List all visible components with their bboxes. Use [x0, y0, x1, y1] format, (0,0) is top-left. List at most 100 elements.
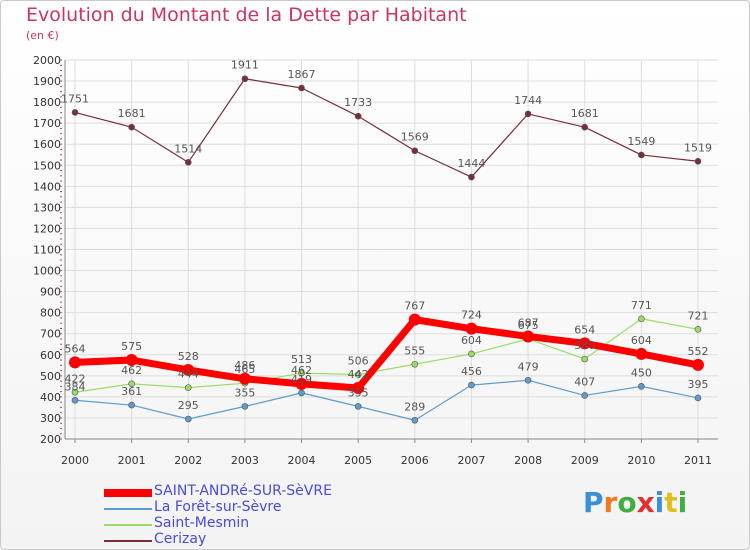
data-point — [182, 363, 195, 376]
y-tick-label: 1400 — [33, 180, 61, 193]
legend-swatch — [104, 540, 152, 542]
x-tick-label: 2002 — [174, 454, 202, 467]
data-label: 395 — [687, 378, 708, 391]
y-tick-label: 1800 — [33, 96, 61, 109]
data-point — [524, 110, 532, 118]
data-label: 1867 — [288, 68, 316, 81]
y-tick-label: 700 — [40, 328, 61, 341]
data-label: 654 — [574, 323, 595, 336]
data-point — [411, 416, 419, 424]
data-point — [694, 157, 702, 165]
data-label: 1444 — [457, 157, 485, 170]
data-label: 456 — [461, 365, 482, 378]
data-label: 1681 — [118, 107, 146, 120]
y-tick-label: 600 — [40, 349, 61, 362]
data-point — [524, 376, 532, 384]
data-label: 555 — [404, 344, 425, 357]
data-label: 462 — [121, 364, 142, 377]
x-tick-label: 2004 — [288, 454, 316, 467]
data-point — [468, 350, 475, 358]
data-point — [581, 392, 589, 399]
data-label: 1744 — [514, 94, 542, 107]
data-point — [352, 382, 365, 395]
data-label: 422 — [65, 372, 86, 385]
y-tick-label: 1200 — [33, 222, 61, 235]
x-tick-label: 2005 — [344, 454, 372, 467]
data-label: 1549 — [627, 135, 655, 148]
y-axis: 200 300 400 500 600 700 800 900 1000 1100 1200 1300… — [33, 54, 66, 446]
y-tick-label: 800 — [40, 307, 61, 320]
data-point — [125, 354, 138, 367]
data-point — [694, 326, 702, 333]
y-tick-label: 1900 — [33, 75, 61, 88]
data-label: 486 — [234, 359, 255, 372]
y-tick-label: 1000 — [33, 265, 61, 278]
data-point — [184, 159, 192, 166]
x-tick-label: 2000 — [61, 454, 89, 467]
y-tick-label: 1700 — [33, 117, 61, 130]
grid-lines — [65, 59, 718, 440]
data-label: 355 — [348, 386, 369, 399]
data-point — [71, 109, 79, 116]
line-chart: 200 300 400 500 600 700 800 900 1000 1100 1200 1300… — [33, 54, 718, 467]
data-point — [522, 330, 535, 343]
data-point — [128, 401, 135, 409]
data-point — [468, 381, 475, 389]
data-point — [638, 383, 645, 390]
data-label: 513 — [291, 353, 312, 366]
data-point — [184, 384, 192, 391]
data-point — [238, 372, 251, 385]
data-point — [581, 355, 589, 363]
x-tick-label: 2001 — [118, 454, 146, 467]
data-label: 1911 — [231, 59, 259, 72]
data-label: 1514 — [174, 142, 202, 155]
data-label: 687 — [518, 316, 539, 329]
y-tick-label: 300 — [40, 412, 61, 425]
data-label: 564 — [65, 342, 86, 355]
y-tick-label: 500 — [40, 370, 61, 383]
data-point — [354, 371, 362, 378]
data-labels-layer: 564 575 528 486 462 442 767 724 687 654 604 552 384 3… — [61, 59, 712, 414]
legend-swatch — [104, 524, 152, 526]
data-label: 361 — [121, 385, 142, 398]
data-label: 575 — [121, 340, 142, 353]
data-label: 450 — [631, 366, 652, 379]
x-tick-label: 2010 — [627, 454, 655, 467]
legend-label: Cerizay — [154, 531, 207, 547]
data-label: 295 — [178, 399, 199, 412]
data-label: 506 — [348, 355, 369, 368]
data-point — [638, 151, 645, 159]
chart-subtitle: (en €) — [26, 29, 59, 42]
data-point — [638, 315, 645, 323]
data-label: 289 — [404, 400, 425, 413]
series-1 — [71, 376, 702, 424]
data-point — [295, 377, 308, 390]
data-label: 580 — [574, 339, 595, 352]
data-label: 442 — [348, 368, 369, 381]
legend-label: SAINT-ANDRé-SUR-SèVRE — [154, 483, 332, 499]
data-point — [694, 394, 702, 402]
y-tick-label: 1600 — [33, 138, 61, 151]
data-point — [354, 112, 362, 120]
data-label: 384 — [65, 380, 86, 393]
data-label: 1733 — [344, 96, 372, 109]
x-tick-label: 2011 — [684, 454, 712, 467]
data-label: 1569 — [401, 131, 429, 144]
data-label: 552 — [687, 345, 708, 358]
data-label: 721 — [687, 309, 708, 322]
legend-swatch — [104, 489, 152, 497]
data-label: 465 — [234, 363, 255, 376]
data-label: 1519 — [684, 141, 712, 154]
y-tick-label: 1100 — [33, 244, 61, 257]
data-label: 462 — [291, 364, 312, 377]
x-tick-label: 2003 — [231, 454, 259, 467]
series-line — [74, 78, 699, 178]
data-label: 528 — [178, 350, 199, 363]
data-label: 724 — [461, 309, 482, 322]
data-label: 1681 — [571, 107, 599, 120]
x-tick-label: 2007 — [457, 454, 485, 467]
x-tick-label: 2009 — [571, 454, 599, 467]
data-label: 675 — [518, 319, 539, 332]
data-point — [578, 337, 591, 350]
